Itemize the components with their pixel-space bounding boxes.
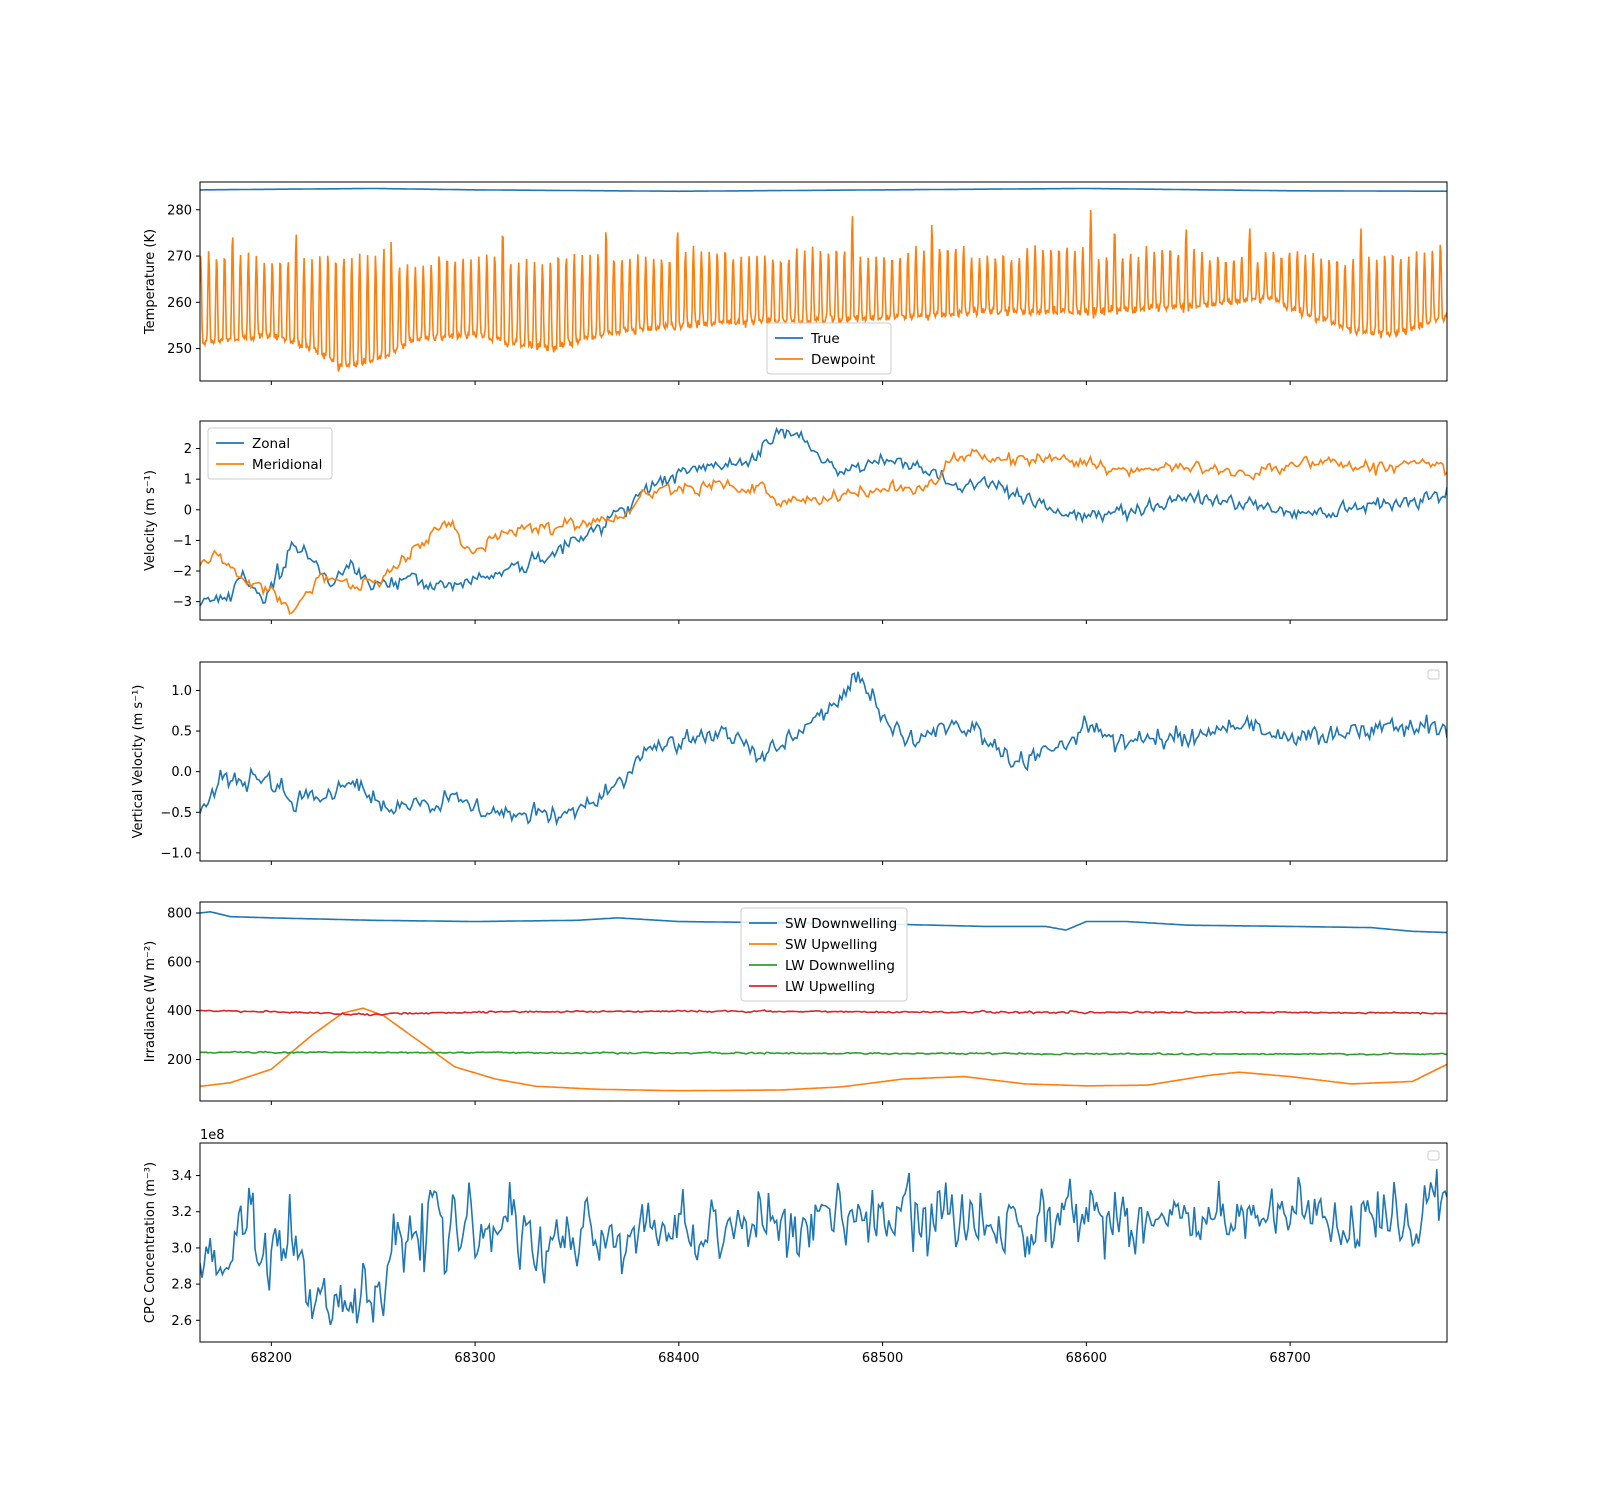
panel-4: 200 400 600 800 Irradiance (W m⁻²) SW Downwel… xyxy=(143,901,1448,1105)
legend-label: SW Upwelling xyxy=(785,937,877,953)
legend-label: LW Downwelling xyxy=(785,958,895,974)
axes-frame xyxy=(199,1142,1448,1343)
y-tick-label: 1 xyxy=(184,473,192,488)
empty-legend-box xyxy=(1427,669,1440,680)
x-tick-label: 68400 xyxy=(658,1351,699,1366)
panel-5: 2.6 2.8 3.0 3.2 3.4 68200 68300 68400 68500 68600… xyxy=(143,1128,1448,1366)
x-tick-label: 68600 xyxy=(1066,1351,1107,1366)
axes-frame xyxy=(199,661,1448,862)
axes-frame xyxy=(199,901,1448,1102)
legend-label: SW Downwelling xyxy=(785,916,897,932)
legend-label: Zonal xyxy=(252,436,290,452)
y-tick-label: −0.5 xyxy=(160,806,192,821)
y-tick-label: 1.0 xyxy=(171,684,192,699)
y-axis-label: Vertical Velocity (m s⁻¹) xyxy=(131,685,146,839)
y-axis-label: CPC Concentration (m⁻³) xyxy=(143,1162,158,1323)
legend-label: Meridional xyxy=(252,457,322,473)
series-line-lw-downwelling xyxy=(200,1050,1447,1056)
y-tick-label: −2 xyxy=(173,565,192,580)
y-tick-label: 2.8 xyxy=(171,1278,192,1293)
y-tick-label: −1.0 xyxy=(160,846,192,861)
y-tick-label: 0 xyxy=(184,503,192,518)
series-line-meridional xyxy=(200,448,1447,615)
legend-label: Dewpoint xyxy=(811,352,875,368)
x-tick-label: 68500 xyxy=(862,1351,903,1366)
y-tick-label: 260 xyxy=(167,296,192,311)
legend-box xyxy=(740,907,908,1002)
y-tick-label: 200 xyxy=(167,1053,192,1068)
panel-3: −1.0 −0.5 0.0 0.5 1.0 Vertical Velocity (m s⁻… xyxy=(131,661,1448,865)
y-tick-label: −1 xyxy=(173,534,192,549)
y-tick-label: 3.0 xyxy=(171,1241,192,1256)
legend-label: LW Upwelling xyxy=(785,979,875,995)
axes-frame xyxy=(199,181,1448,382)
legend: SW Downwelling SW Upwelling LW Downwelling… xyxy=(740,907,908,1002)
y-tick-label: 800 xyxy=(167,906,192,921)
y-tick-label: −3 xyxy=(173,595,192,610)
y-tick-label: 0.0 xyxy=(171,765,192,780)
legend-box xyxy=(766,322,892,375)
legend-box xyxy=(207,427,333,480)
series-line-panel5 xyxy=(200,1169,1447,1326)
y-tick-label: 0.5 xyxy=(171,725,192,740)
y-axis-label: Temperature (K) xyxy=(143,229,158,335)
y-tick-label: 600 xyxy=(167,955,192,970)
panel-2: −3 −2 −1 0 1 2 Velocity (m s⁻¹) Zonal Meridional xyxy=(143,420,1448,624)
y-offset-label: 1e8 xyxy=(200,1128,225,1143)
y-tick-label: 400 xyxy=(167,1004,192,1019)
series-line-sw-upwelling xyxy=(200,1007,1447,1092)
y-axis-label: Irradiance (W m⁻²) xyxy=(143,941,158,1062)
y-tick-label: 3.2 xyxy=(171,1205,192,1220)
y-tick-label: 2 xyxy=(184,442,192,457)
legend: True Dewpoint xyxy=(766,322,892,375)
axes-frame xyxy=(199,420,1448,621)
series-line-zonal xyxy=(200,426,1447,607)
y-tick-label: 270 xyxy=(167,250,192,265)
y-tick-label: 280 xyxy=(167,203,192,218)
legend-label: True xyxy=(810,331,840,347)
y-tick-label: 3.4 xyxy=(171,1169,192,1184)
y-tick-label: 250 xyxy=(167,342,192,357)
x-tick-label: 68700 xyxy=(1269,1351,1310,1366)
x-tick-label: 68200 xyxy=(251,1351,292,1366)
series-line-true xyxy=(200,187,1447,193)
y-axis-label: Velocity (m s⁻¹) xyxy=(143,470,158,571)
empty-legend-box xyxy=(1427,1150,1440,1161)
series-line-panel3 xyxy=(200,671,1447,827)
x-tick-label: 68300 xyxy=(454,1351,495,1366)
series-line-lw-upwelling xyxy=(200,1009,1447,1017)
legend: Zonal Meridional xyxy=(207,427,333,480)
series-line-dewpoint xyxy=(200,209,1447,372)
panel-1: 250 260 270 280 Temperature (K) True Dewpoint xyxy=(143,181,1448,385)
y-tick-label: 2.6 xyxy=(171,1314,192,1329)
